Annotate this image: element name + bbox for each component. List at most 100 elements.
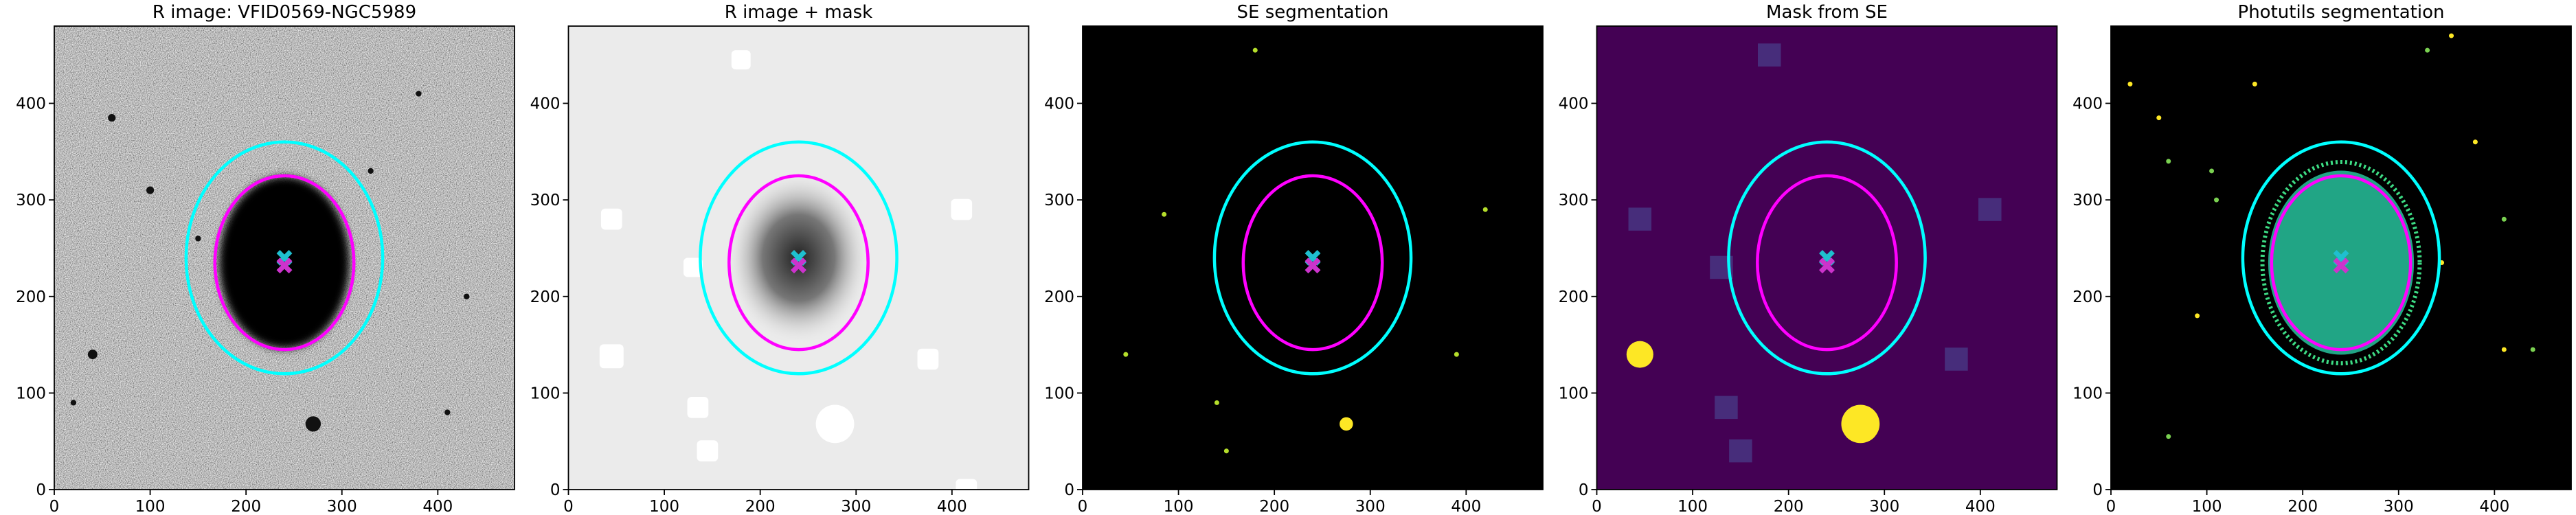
ellipse bbox=[184, 140, 385, 376]
y-tick-label: 200 bbox=[2072, 288, 2103, 306]
y-tick-label: 400 bbox=[2072, 95, 2103, 113]
star bbox=[87, 350, 98, 360]
mask-square bbox=[1628, 207, 1652, 231]
segment bbox=[2127, 81, 2133, 87]
star bbox=[108, 114, 116, 122]
x-tick-label: 100 bbox=[2192, 498, 2222, 515]
segment bbox=[1252, 47, 1258, 53]
y-tick-label: 100 bbox=[16, 385, 46, 402]
chart-title: R image + mask bbox=[725, 2, 873, 23]
mask-circle bbox=[1841, 404, 1880, 444]
y-tick-label: 300 bbox=[1559, 192, 1589, 209]
x-tick-label: 0 bbox=[2106, 498, 2116, 515]
y-tick-label: 0 bbox=[36, 481, 46, 499]
y-tick-label: 100 bbox=[2072, 385, 2103, 402]
ellipse bbox=[1212, 140, 1413, 376]
y-tick-label: 300 bbox=[16, 192, 46, 209]
segment bbox=[2166, 159, 2171, 164]
x-tick-label: 100 bbox=[135, 498, 166, 515]
segment bbox=[2195, 313, 2200, 319]
chart-title: Mask from SE bbox=[1766, 2, 1888, 23]
y-tick-label: 200 bbox=[1559, 288, 1589, 306]
star bbox=[305, 416, 321, 432]
x-tick-label: 300 bbox=[2384, 498, 2414, 515]
mask-square bbox=[600, 208, 622, 230]
segment bbox=[2425, 47, 2430, 53]
x-tick-label: 0 bbox=[563, 498, 574, 515]
star bbox=[146, 186, 155, 194]
segment bbox=[2472, 139, 2478, 145]
ellipse bbox=[213, 174, 356, 352]
x-tick-label: 200 bbox=[745, 498, 776, 515]
x-tick-label: 400 bbox=[422, 498, 453, 515]
x-tick-label: 100 bbox=[1677, 498, 1708, 515]
segment bbox=[2501, 216, 2507, 222]
x-tick-label: 300 bbox=[327, 498, 357, 515]
ellipse bbox=[699, 140, 899, 376]
mask-square bbox=[956, 479, 978, 490]
segment bbox=[1340, 417, 1353, 431]
panel bbox=[1596, 26, 2057, 490]
star bbox=[464, 293, 470, 299]
chart-title: R image: VFID0569-NGC5989 bbox=[152, 2, 416, 23]
segment bbox=[2449, 33, 2454, 38]
x-tick-label: 100 bbox=[649, 498, 679, 515]
panel bbox=[1083, 26, 1543, 490]
x-tick-label: 200 bbox=[2287, 498, 2318, 515]
segment bbox=[2156, 115, 2162, 121]
panel bbox=[54, 26, 515, 490]
mask-circle bbox=[1626, 341, 1653, 368]
x-tick-label: 0 bbox=[1078, 498, 1088, 515]
x-tick-label: 400 bbox=[2479, 498, 2509, 515]
y-tick-label: 0 bbox=[1064, 481, 1074, 499]
star bbox=[195, 236, 201, 242]
marker bbox=[1819, 258, 1835, 274]
star bbox=[368, 168, 374, 174]
y-tick-label: 300 bbox=[2072, 192, 2103, 209]
x-tick-label: 300 bbox=[1355, 498, 1386, 515]
segment bbox=[2252, 81, 2257, 87]
x-tick-label: 400 bbox=[1451, 498, 1481, 515]
axes-frame bbox=[567, 25, 1030, 490]
y-tick-label: 100 bbox=[1559, 385, 1589, 402]
segment bbox=[2209, 168, 2215, 174]
marker bbox=[791, 258, 806, 274]
mask-square bbox=[1978, 198, 2002, 221]
mask-circle bbox=[815, 404, 855, 444]
y-tick-label: 0 bbox=[550, 481, 561, 499]
segment-halo bbox=[2260, 159, 2422, 366]
y-tick-label: 100 bbox=[1044, 385, 1074, 402]
x-tick-label: 0 bbox=[49, 498, 60, 515]
segment bbox=[1214, 400, 1219, 405]
mask-square bbox=[1715, 396, 1738, 420]
y-tick-label: 0 bbox=[1579, 481, 1589, 499]
y-tick-label: 200 bbox=[530, 288, 561, 306]
x-tick-label: 300 bbox=[1869, 498, 1899, 515]
mask-square bbox=[1729, 439, 1752, 463]
ellipse bbox=[2241, 140, 2441, 376]
x-tick-label: 0 bbox=[1592, 498, 1602, 515]
x-tick-label: 400 bbox=[937, 498, 967, 515]
marker bbox=[276, 258, 293, 274]
mask-square bbox=[731, 50, 751, 70]
y-tick-label: 400 bbox=[16, 95, 46, 113]
segment bbox=[1162, 211, 1167, 217]
y-tick-label: 400 bbox=[530, 95, 561, 113]
segment bbox=[2501, 347, 2507, 352]
y-tick-label: 200 bbox=[16, 288, 46, 306]
segment bbox=[1454, 352, 1459, 357]
marker bbox=[2333, 258, 2349, 274]
mask-square bbox=[599, 344, 624, 369]
panel bbox=[2111, 26, 2571, 490]
segment bbox=[2166, 434, 2171, 439]
star bbox=[70, 400, 77, 406]
y-tick-label: 0 bbox=[2092, 481, 2103, 499]
panel bbox=[568, 26, 1029, 490]
segment bbox=[1482, 207, 1488, 212]
mask-square bbox=[917, 348, 939, 370]
ellipse bbox=[727, 174, 870, 352]
x-tick-label: 300 bbox=[841, 498, 871, 515]
segment bbox=[2214, 197, 2219, 203]
mask-square bbox=[1758, 43, 1781, 67]
y-tick-label: 300 bbox=[530, 192, 561, 209]
